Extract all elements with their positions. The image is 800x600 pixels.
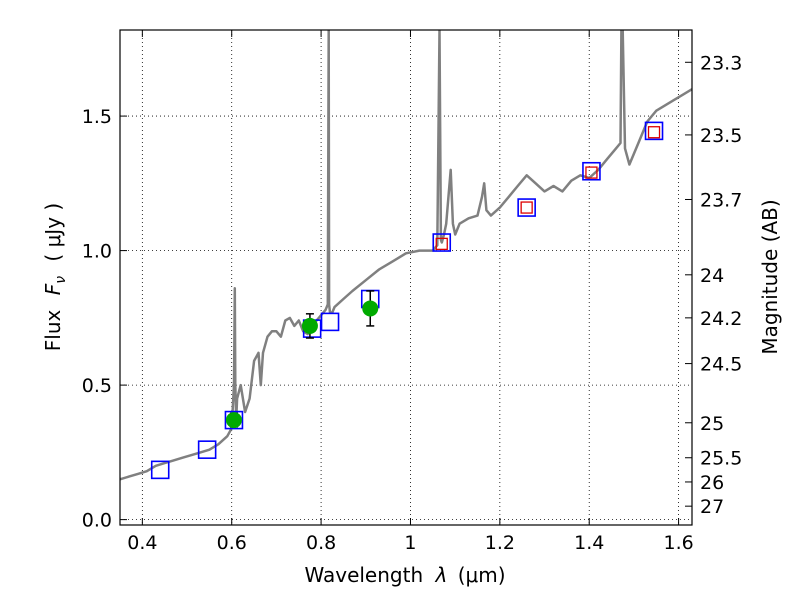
model-photometry-square [224,410,244,430]
observed-point [301,317,318,334]
x-tick-label: 1.6 [663,532,693,554]
synthetic-square [435,237,448,251]
y2-tick-label: 27 [700,496,724,518]
spectrum-line [120,30,692,481]
plot-frame [119,29,693,526]
model-photometry-square [197,440,217,459]
model-photometry-square [432,233,452,252]
synthetic-square [585,166,598,179]
model-photometry-square [150,460,170,480]
x-tick-label: 1 [404,532,416,554]
y2-tick-label: 25.5 [700,448,742,470]
x-tick-label: 1.4 [574,532,604,554]
y2-tick-label: 23.5 [700,125,742,147]
x-tick-label: 0.6 [217,532,247,554]
model-photometry-square [644,121,664,141]
y-tick-label: 0.0 [82,510,112,532]
y2-tick-label: 23.7 [700,189,742,211]
y2-tick-label: 24 [700,265,724,287]
y-tick-label: 1.0 [82,241,112,263]
y2-tick-label: 26 [700,472,724,494]
x-tick-label: 1.2 [485,532,515,554]
model-photometry-square [517,198,536,217]
y2-tick-label: 24.5 [700,354,742,376]
y2-tick-label: 24.2 [700,308,742,330]
observed-point [225,412,242,429]
axes: 0.4 0.6 0.8 1 1.2 1.4 1.6 0.0 0.5 1.0 1.5 23.3 23.5 2… [82,29,742,554]
observed-point [362,300,379,317]
x-axis-label: Wavelength λ (μm) [304,563,505,587]
y-axis-label: Flux Fν ( μJy ) [41,203,70,351]
model-photometry-square [582,161,601,181]
y2-tick-label: 25 [700,413,724,435]
synthetic-square [647,126,661,139]
x-tick-label: 0.4 [127,532,157,554]
y2-axis-label: Magnitude (AB) [758,199,782,354]
model-photometry-square [320,312,340,332]
y2-tick-label: 23.3 [700,52,742,74]
grid [120,30,692,525]
x-tick-label: 0.8 [306,532,336,554]
y-tick-label: 0.5 [82,375,112,397]
plot-area [120,30,692,481]
y-tick-label: 1.5 [82,106,112,128]
synthetic-square [520,201,533,214]
